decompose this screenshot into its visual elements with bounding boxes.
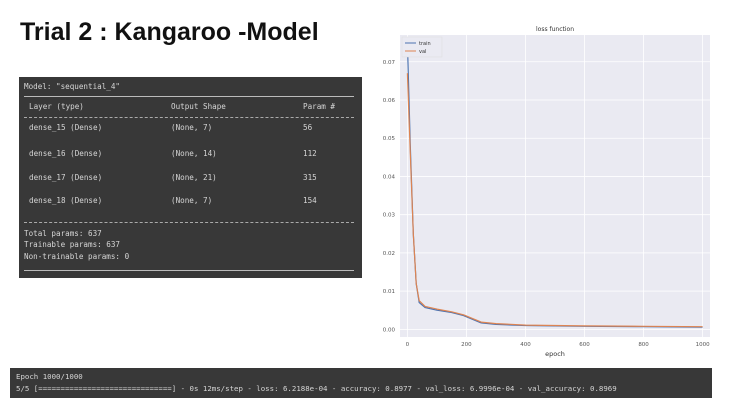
- training-output: Epoch 1000/1000 5/5 [===================…: [10, 368, 712, 398]
- model-summary: Model: "sequential_4" Layer (type) Outpu…: [19, 77, 362, 278]
- divider: [24, 270, 354, 271]
- metrics-line: 5/5 [==============================] - 0…: [16, 384, 617, 393]
- x-tick-label: 1000: [696, 342, 710, 348]
- y-tick-label: 0.01: [383, 289, 395, 295]
- total-params: Total params: 637: [24, 229, 102, 238]
- series-line-val: [406, 73, 703, 328]
- y-tick-label: 0.05: [383, 136, 396, 142]
- legend-label-train: train: [419, 41, 431, 47]
- output-shape: (None, 14): [171, 149, 217, 158]
- col-params: Param #: [303, 102, 336, 111]
- x-tick-label: 800: [638, 342, 649, 348]
- param-count: 315: [303, 173, 317, 182]
- plot-area: [400, 35, 710, 337]
- x-axis-label: epoch: [545, 350, 565, 358]
- legend-label-val: val: [419, 49, 426, 55]
- divider: [24, 222, 354, 223]
- x-tick-label: 200: [461, 342, 472, 348]
- x-tick-label: 400: [520, 342, 531, 348]
- slide-title: Trial 2 : Kangaroo -Model: [20, 18, 319, 46]
- col-layer: Layer (type): [29, 102, 84, 111]
- col-output-shape: Output Shape: [171, 102, 226, 111]
- model-name: Model: "sequential_4": [24, 82, 121, 91]
- loss-chart: 0 200 400 600 800 1000 0.00 0.01 0.02 0.03 0.04 0.0…: [383, 26, 710, 358]
- param-count: 154: [303, 196, 317, 205]
- y-tick-label: 0.06: [383, 98, 396, 104]
- x-tick-label: 600: [579, 342, 590, 348]
- y-tick-label: 0.02: [383, 251, 395, 257]
- trainable-params: Trainable params: 637: [24, 240, 121, 249]
- layer-name: dense_17 (Dense): [29, 173, 103, 182]
- y-tick-label: 0.03: [383, 213, 396, 219]
- output-shape: (None, 21): [171, 173, 217, 182]
- output-shape: (None, 7): [171, 123, 213, 132]
- chart-title: loss function: [536, 26, 574, 33]
- param-count: 56: [303, 123, 313, 132]
- layer-name: dense_18 (Dense): [29, 196, 103, 205]
- divider: [24, 117, 354, 118]
- x-tick-label: 0: [406, 342, 410, 348]
- layer-name: dense_16 (Dense): [29, 149, 103, 158]
- y-tick-label: 0.07: [383, 60, 396, 66]
- epoch-line: Epoch 1000/1000: [16, 372, 83, 381]
- param-count: 112: [303, 149, 317, 158]
- y-tick-label: 0.00: [383, 327, 396, 333]
- divider: [24, 96, 354, 97]
- layer-name: dense_15 (Dense): [29, 123, 103, 132]
- non-trainable-params: Non-trainable params: 0: [24, 252, 130, 261]
- legend: train val: [401, 36, 443, 58]
- output-shape: (None, 7): [171, 196, 213, 205]
- y-tick-label: 0.04: [383, 174, 396, 180]
